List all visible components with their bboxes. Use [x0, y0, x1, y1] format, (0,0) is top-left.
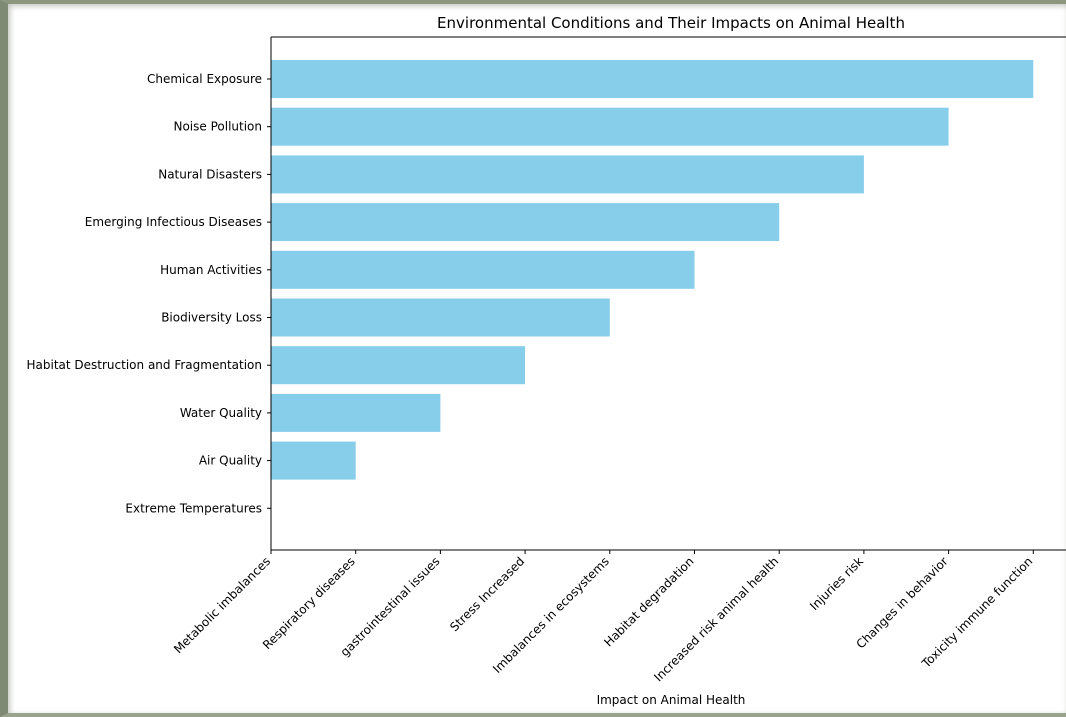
chart-title: Environmental Conditions and Their Impac…	[437, 14, 905, 32]
bar	[271, 393, 441, 432]
y-tick-label: Biodiversity Loss	[161, 311, 262, 325]
bar	[271, 250, 695, 289]
x-tick-label: Changes in behavior	[854, 554, 951, 651]
y-tick-label: Natural Disasters	[158, 167, 262, 181]
y-tick-label: Noise Pollution	[173, 120, 262, 134]
x-tick-label: gastrointestinal issues	[338, 554, 443, 659]
x-axis-label: Impact on Animal Health	[597, 693, 746, 707]
y-tick-label: Air Quality	[199, 454, 262, 468]
y-tick-label: Habitat Destruction and Fragmentation	[27, 358, 262, 372]
x-tick-label: Stress Increased	[447, 554, 527, 634]
x-tick-label: Metabolic imbalances	[171, 554, 273, 656]
y-tick-label: Emerging Infectious Diseases	[85, 215, 262, 229]
x-tick-label: Habitat degradation	[601, 554, 696, 649]
bar-chart: Environmental Conditions and Their Impac…	[27, 14, 1066, 707]
y-tick-label: Extreme Temperatures	[125, 501, 262, 515]
x-tick-label: Injuries risk	[807, 554, 866, 613]
y-tick-label: Human Activities	[160, 263, 262, 277]
bar	[271, 298, 610, 337]
bar	[271, 155, 864, 194]
y-tick-label: Water Quality	[180, 406, 262, 420]
bar	[271, 107, 949, 146]
bar	[271, 203, 780, 242]
y-tick-label: Chemical Exposure	[147, 72, 262, 86]
bar	[271, 441, 356, 480]
bar	[271, 60, 1034, 98]
x-tick-label: Respiratory diseases	[260, 554, 358, 652]
bar	[271, 346, 526, 385]
